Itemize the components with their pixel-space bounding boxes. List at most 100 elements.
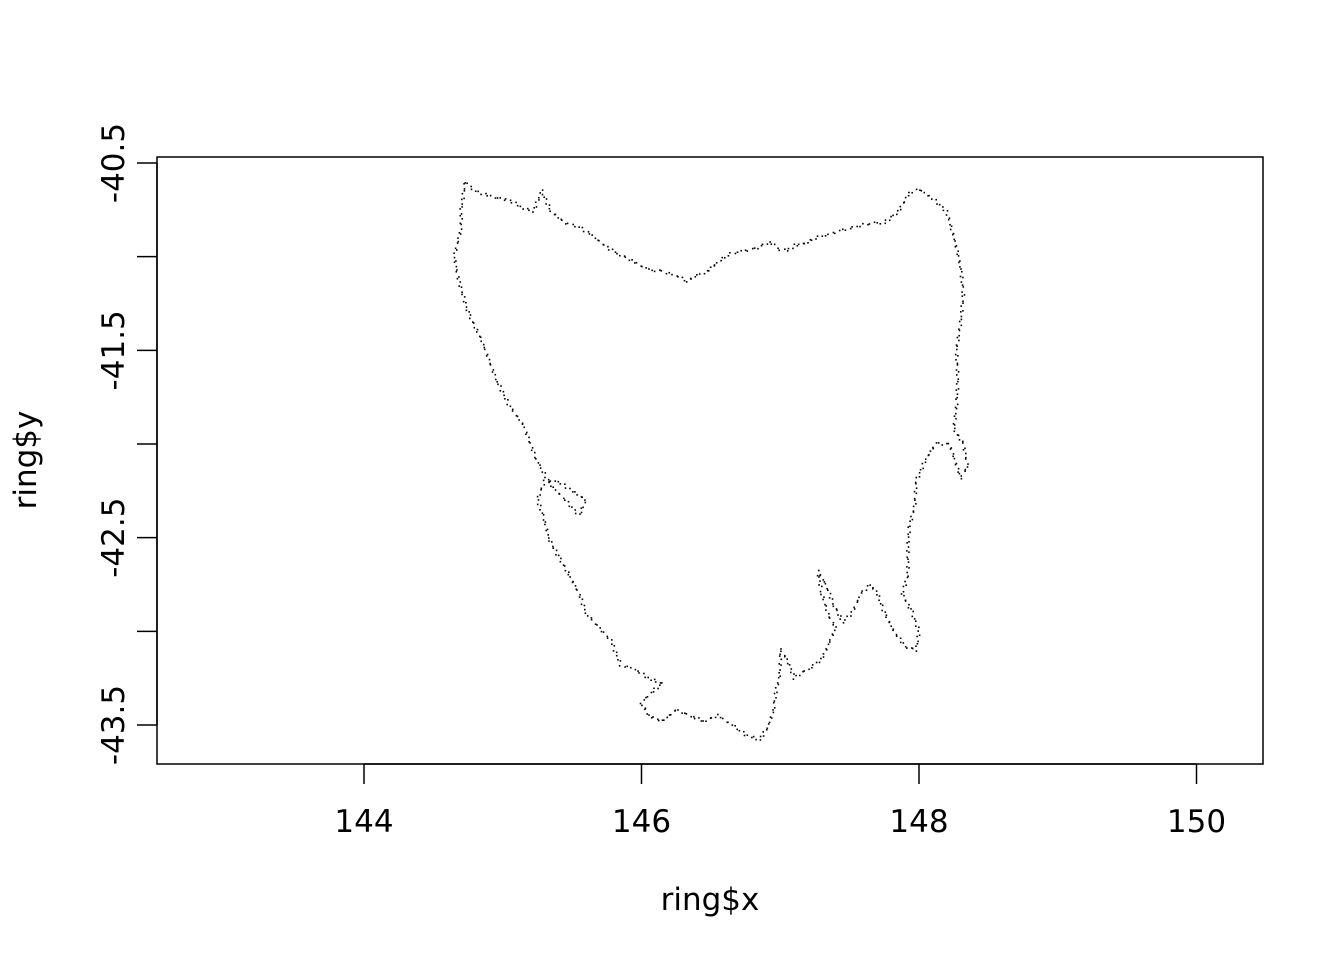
data-point xyxy=(906,556,908,559)
data-point xyxy=(803,670,805,672)
data-point xyxy=(955,344,958,346)
data-point xyxy=(819,580,821,582)
data-point xyxy=(494,373,497,376)
data-point xyxy=(743,730,745,733)
data-point xyxy=(915,650,918,652)
data-point xyxy=(957,378,960,380)
data-point xyxy=(700,720,703,722)
data-point xyxy=(476,331,478,333)
data-point xyxy=(464,182,467,184)
data-point xyxy=(657,687,659,690)
data-point xyxy=(744,249,747,251)
data-point xyxy=(548,204,551,206)
data-point xyxy=(552,486,554,488)
data-point xyxy=(918,626,920,629)
data-point xyxy=(653,678,656,681)
data-point xyxy=(950,447,953,449)
data-point xyxy=(952,453,955,455)
data-point xyxy=(472,322,475,324)
data-point xyxy=(931,198,933,200)
data-point xyxy=(533,207,535,209)
data-point xyxy=(865,589,868,591)
y-axis: -40.5 -41.5 -42.5 -43.5 xyxy=(96,123,158,765)
data-point xyxy=(459,214,461,217)
data-point xyxy=(765,729,768,731)
data-point xyxy=(788,664,791,666)
data-point xyxy=(569,576,571,578)
data-point xyxy=(822,598,824,601)
data-point xyxy=(821,235,824,237)
data-point xyxy=(762,731,764,733)
data-point xyxy=(554,480,557,482)
data-point xyxy=(960,281,963,283)
data-point xyxy=(784,654,786,657)
data-point xyxy=(792,247,794,250)
data-point xyxy=(935,442,938,444)
data-point xyxy=(549,210,551,213)
data-point xyxy=(563,497,565,500)
data-point xyxy=(458,276,460,278)
y-tick-label: -40.5 xyxy=(96,123,132,203)
data-point xyxy=(873,221,876,224)
data-point xyxy=(681,276,684,279)
data-point xyxy=(461,218,463,220)
data-point xyxy=(576,494,578,496)
data-point xyxy=(459,233,462,235)
data-point xyxy=(674,710,676,712)
data-point xyxy=(641,265,643,268)
data-point xyxy=(486,195,488,197)
data-point xyxy=(538,199,540,201)
data-point xyxy=(492,369,495,371)
data-point xyxy=(949,228,952,231)
data-point xyxy=(773,692,776,695)
data-point xyxy=(619,660,622,662)
data-point xyxy=(528,436,530,439)
data-point xyxy=(766,243,769,245)
data-point xyxy=(902,585,905,588)
data-point xyxy=(572,580,574,583)
data-point xyxy=(685,713,688,715)
data-point xyxy=(587,231,590,233)
data-point xyxy=(693,717,696,720)
data-point xyxy=(677,276,679,278)
data-point xyxy=(588,233,591,235)
data-point xyxy=(519,205,522,208)
data-point xyxy=(574,585,577,587)
data-point xyxy=(784,248,786,250)
data-point xyxy=(541,193,544,196)
data-point xyxy=(511,410,514,412)
data-point xyxy=(540,489,542,491)
data-point xyxy=(535,206,538,208)
data-point xyxy=(862,222,864,225)
data-point xyxy=(952,233,954,236)
data-point xyxy=(778,655,781,657)
data-point xyxy=(460,228,463,230)
data-point xyxy=(457,240,460,243)
data-point xyxy=(835,626,837,628)
x-tick-label: 150 xyxy=(1167,804,1226,840)
data-point xyxy=(719,716,722,719)
data-point xyxy=(607,245,609,248)
data-point xyxy=(705,720,707,722)
data-point xyxy=(564,483,566,485)
data-point xyxy=(480,340,482,343)
data-point xyxy=(961,291,963,293)
data-point xyxy=(807,242,809,244)
data-point xyxy=(912,505,915,508)
data-point xyxy=(478,335,481,338)
data-point xyxy=(579,594,581,596)
data-point xyxy=(651,269,653,272)
data-point xyxy=(461,291,463,293)
data-point xyxy=(690,278,692,280)
data-point xyxy=(850,615,852,617)
data-point xyxy=(959,275,962,278)
data-point xyxy=(470,188,473,191)
data-point xyxy=(544,523,546,526)
data-point xyxy=(962,442,964,444)
data-point xyxy=(790,671,792,674)
data-point xyxy=(868,223,871,225)
plot-box xyxy=(156,156,1264,765)
data-point xyxy=(560,557,562,560)
data-point xyxy=(955,383,958,385)
data-point xyxy=(906,542,908,544)
